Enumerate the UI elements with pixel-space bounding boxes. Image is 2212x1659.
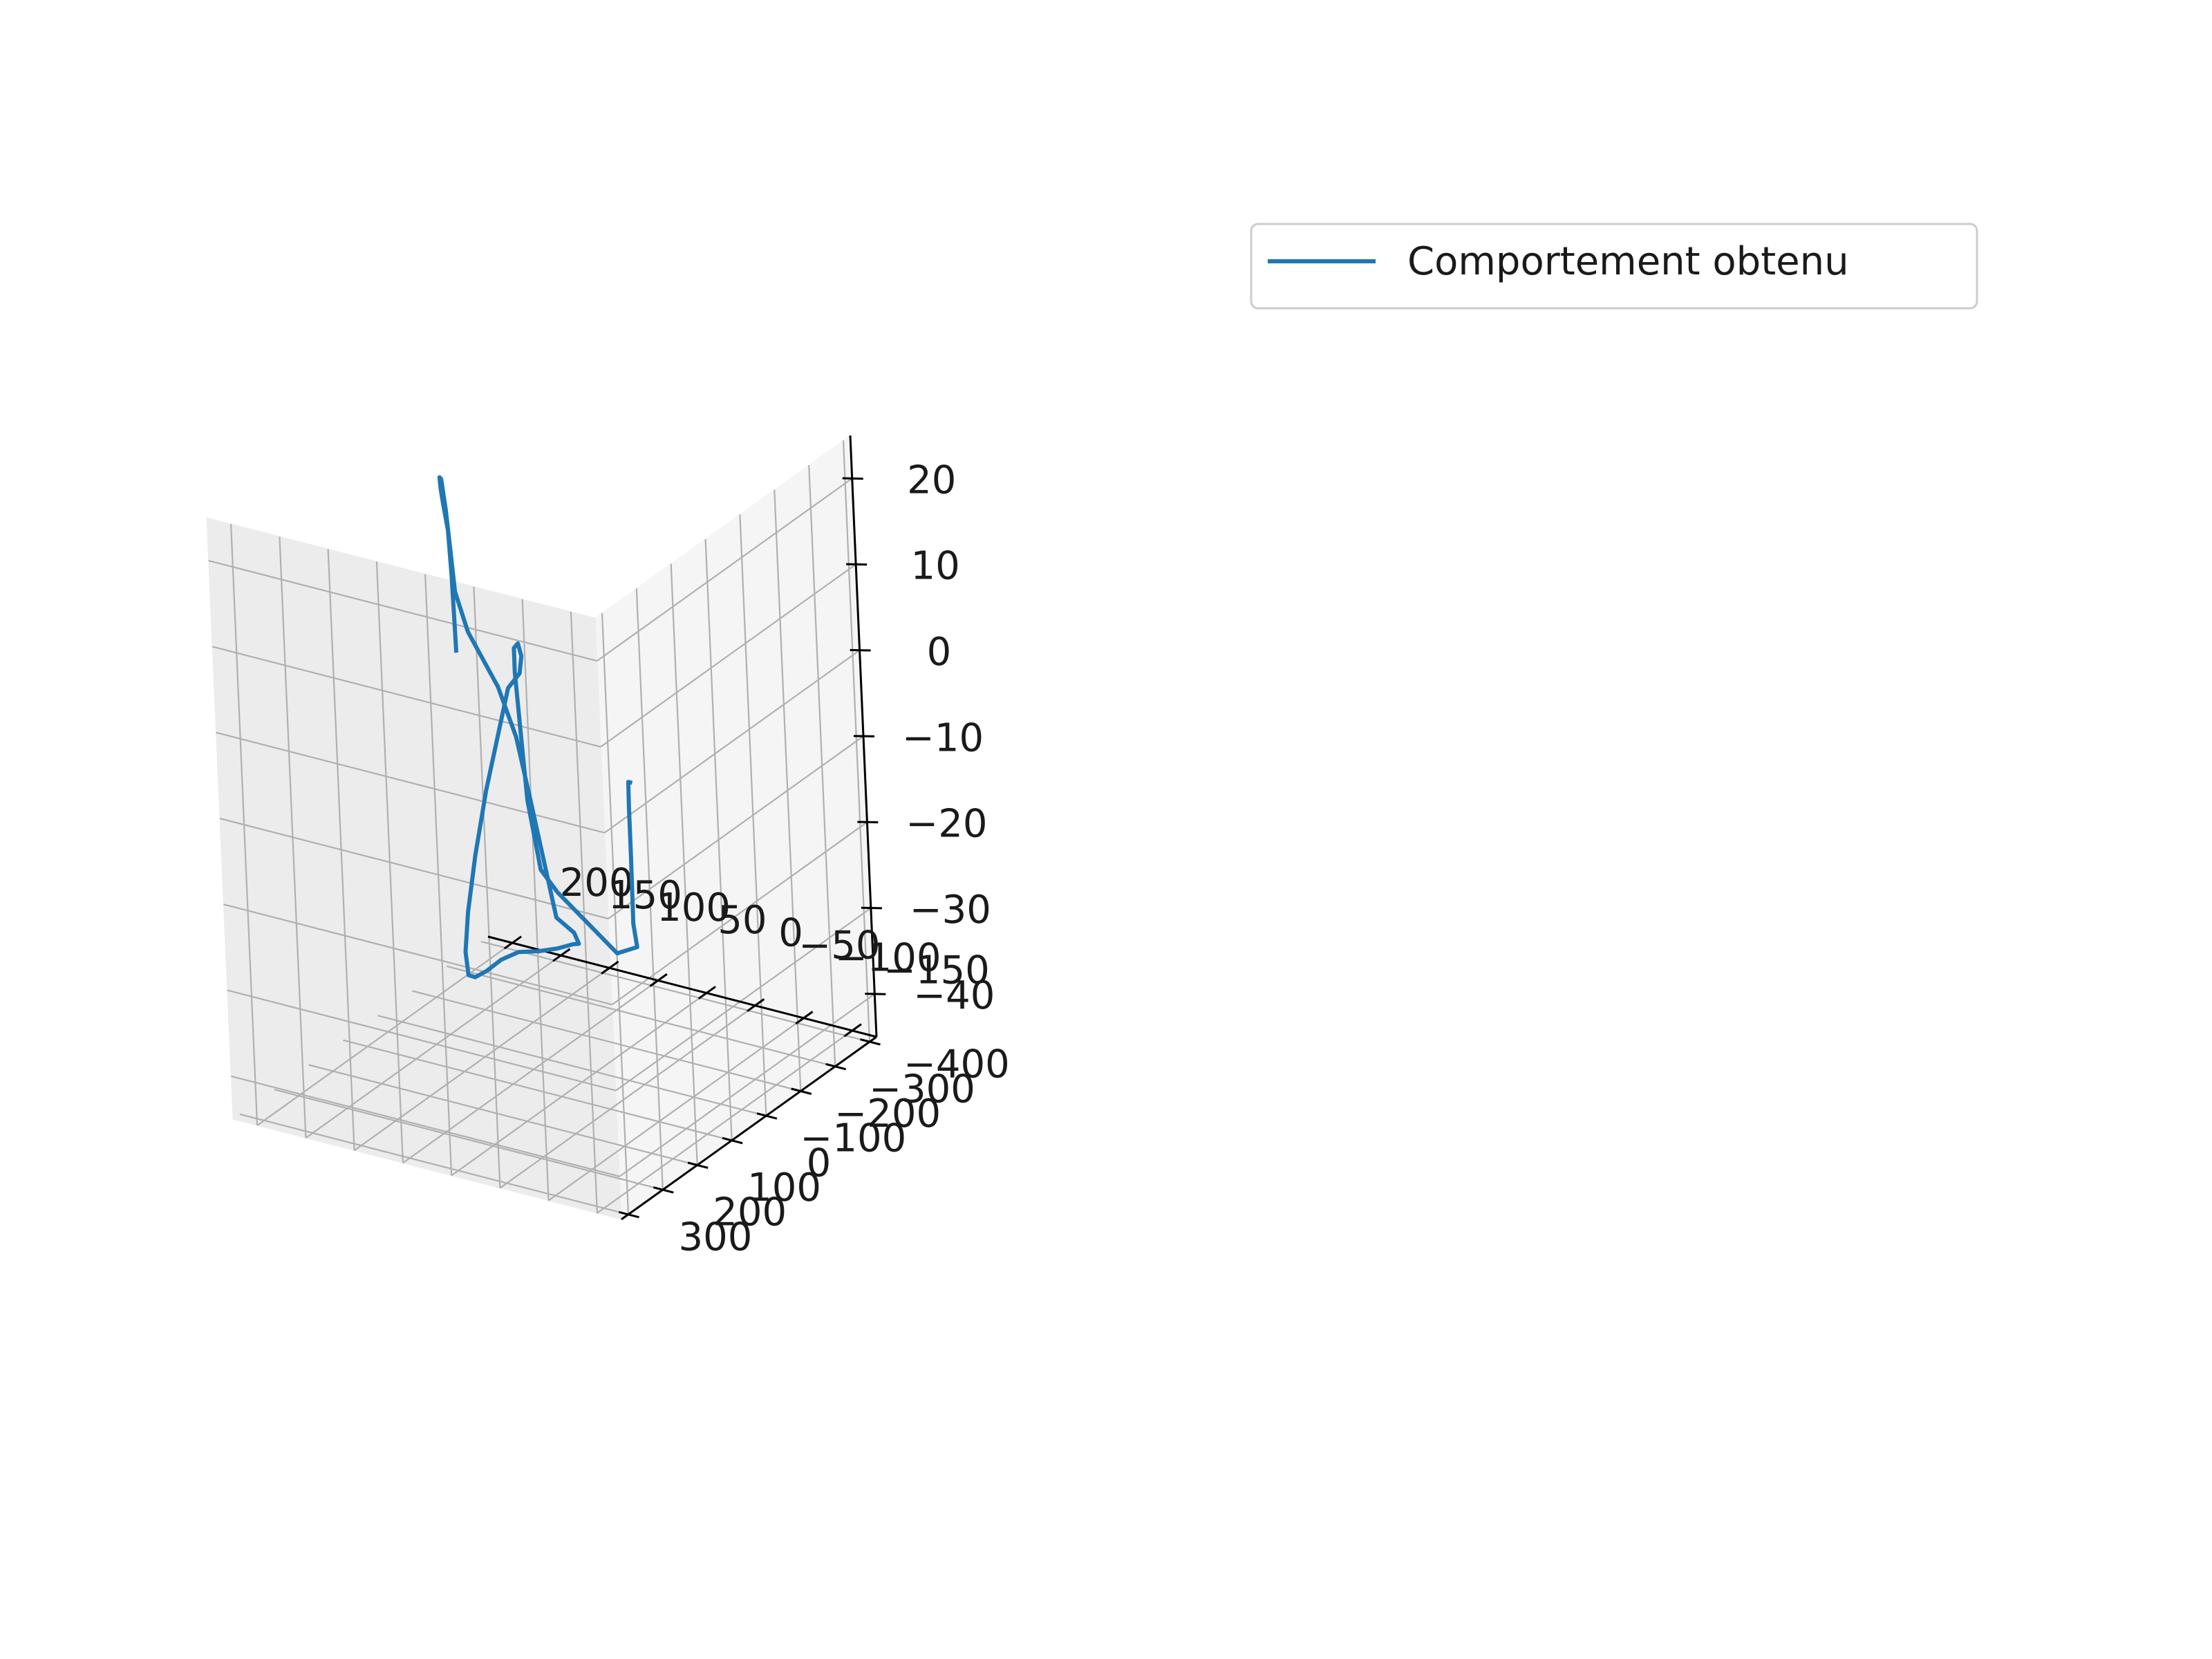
grid-layer — [208, 440, 875, 1215]
z-tick-label: 10 — [910, 544, 959, 589]
grid-line-y — [377, 1015, 767, 1117]
z-tick-label: 20 — [907, 458, 956, 503]
grid-line-x — [451, 992, 707, 1177]
x-tick — [552, 948, 571, 962]
grid-line-z — [611, 821, 868, 1006]
x-tick-label: −50 — [798, 923, 880, 968]
x-tick-label: 200 — [560, 861, 634, 906]
z-tick-label: −10 — [902, 715, 984, 760]
grid-line-z — [600, 563, 856, 748]
y-tick-label: 200 — [713, 1190, 787, 1235]
grid-line-x — [597, 1030, 853, 1214]
z-tick-label: 0 — [927, 630, 952, 675]
grid-line-x — [402, 980, 659, 1164]
y-tick — [687, 1161, 709, 1169]
grid-line-y — [446, 965, 836, 1067]
z-tick — [865, 993, 886, 995]
grid-line-z — [227, 989, 617, 1091]
grid-line-z — [603, 649, 861, 834]
x-tick-label: −100 — [835, 936, 941, 981]
y-tick — [791, 1087, 812, 1095]
grid-line-y — [343, 1039, 732, 1141]
y-tick-label: −300 — [869, 1067, 975, 1112]
z-tick-label: −20 — [906, 802, 987, 847]
legend: Comportement obtenu — [1250, 223, 1978, 310]
x-tick-label: 100 — [657, 885, 731, 930]
grid-line-z — [597, 478, 853, 662]
y-tick — [825, 1062, 847, 1071]
grid-line-x — [353, 967, 610, 1152]
y-tick-label: 100 — [747, 1165, 821, 1210]
y-tick-label: −400 — [903, 1042, 1010, 1087]
grid-line-z — [208, 560, 597, 662]
x-tick-label: 50 — [718, 898, 767, 943]
grid-line-z — [231, 1075, 620, 1177]
grid-line-y — [480, 941, 870, 1043]
y-axis-line — [621, 1035, 877, 1221]
legend-label: Comportement obtenu — [1407, 239, 1849, 284]
x-tick — [649, 973, 668, 987]
grid-line-y — [239, 1113, 629, 1215]
y-tick-label: 0 — [807, 1141, 832, 1185]
legend-box — [1250, 223, 1978, 310]
grid-line-z — [223, 903, 612, 1006]
y-tick — [722, 1136, 743, 1145]
y-tick — [619, 1210, 639, 1219]
y-tick-label: −100 — [800, 1116, 906, 1161]
z-tick-label: −30 — [910, 888, 991, 932]
y-tick-label: −200 — [834, 1091, 941, 1136]
grid-line-z — [219, 817, 609, 920]
grid-line-x — [305, 955, 562, 1139]
grid-line-z — [608, 735, 864, 919]
x-tick — [747, 998, 765, 1013]
x-axis-line — [487, 935, 877, 1038]
series-line — [437, 475, 639, 980]
x-tick — [795, 1011, 814, 1025]
x-tick-label: 150 — [608, 873, 682, 918]
x-tick — [601, 960, 619, 975]
y-tick — [756, 1112, 778, 1120]
z-tick — [857, 821, 879, 824]
grid-line-z — [212, 646, 601, 748]
x-tick-label: −150 — [883, 948, 990, 993]
y-tick — [653, 1186, 674, 1194]
grid-line-y — [274, 1089, 664, 1191]
y-tick — [860, 1038, 881, 1046]
z-tick — [842, 477, 863, 480]
grid-line-z — [216, 731, 605, 834]
grid-line-y — [308, 1064, 697, 1166]
x-tick — [697, 986, 716, 1000]
z-tick — [853, 735, 875, 738]
z-tick — [846, 563, 868, 566]
grid-line-y — [412, 990, 801, 1092]
grid-line-x — [499, 1004, 756, 1189]
grid-line-x — [547, 1017, 805, 1201]
y-tick-label: 300 — [678, 1215, 752, 1259]
grid-line-z — [615, 907, 872, 1091]
x-tick — [503, 935, 522, 950]
series-layer — [437, 475, 639, 980]
x-tick — [843, 1023, 862, 1038]
tick-layer: −150−100−50050100150200−400−300−200−1000… — [503, 458, 1010, 1259]
z-tick-label: −40 — [913, 973, 995, 1018]
x-tick-label: 0 — [778, 910, 803, 955]
